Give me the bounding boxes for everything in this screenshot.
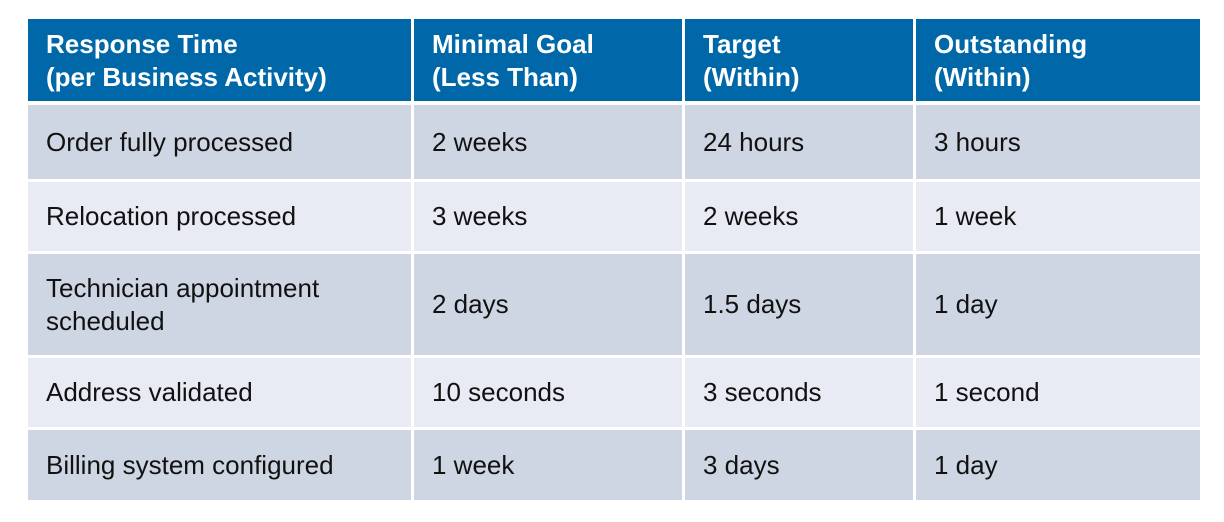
table-row: Order fully processed 2 weeks 24 hours 3… bbox=[28, 105, 1200, 182]
header-response-time: Response Time (per Business Activity) bbox=[28, 19, 414, 105]
cell-minimal-goal: 2 days bbox=[414, 254, 685, 358]
cell-minimal-goal: 10 seconds bbox=[414, 358, 685, 430]
header-target: Target (Within) bbox=[685, 19, 916, 105]
cell-outstanding: 1 day bbox=[916, 254, 1200, 358]
table-row: Billing system configured 1 week 3 days … bbox=[28, 430, 1200, 500]
cell-target: 3 days bbox=[685, 430, 916, 500]
cell-activity: Billing system configured bbox=[28, 430, 414, 500]
cell-outstanding: 3 hours bbox=[916, 105, 1200, 182]
cell-activity: Order fully processed bbox=[28, 105, 414, 182]
cell-minimal-goal: 1 week bbox=[414, 430, 685, 500]
cell-outstanding: 1 day bbox=[916, 430, 1200, 500]
cell-target: 3 seconds bbox=[685, 358, 916, 430]
table-row: Relocation processed 3 weeks 2 weeks 1 w… bbox=[28, 182, 1200, 254]
cell-target: 1.5 days bbox=[685, 254, 916, 358]
response-time-table: Response Time (per Business Activity) Mi… bbox=[28, 19, 1200, 500]
cell-target: 24 hours bbox=[685, 105, 916, 182]
cell-outstanding: 1 week bbox=[916, 182, 1200, 254]
header-outstanding: Outstanding (Within) bbox=[916, 19, 1200, 105]
cell-activity: Address validated bbox=[28, 358, 414, 430]
cell-activity: Technician appointment scheduled bbox=[28, 254, 414, 358]
table-header-row: Response Time (per Business Activity) Mi… bbox=[28, 19, 1200, 105]
table-row: Address validated 10 seconds 3 seconds 1… bbox=[28, 358, 1200, 430]
cell-outstanding: 1 second bbox=[916, 358, 1200, 430]
header-minimal-goal: Minimal Goal (Less Than) bbox=[414, 19, 685, 105]
table-row: Technician appointment scheduled 2 days … bbox=[28, 254, 1200, 358]
cell-minimal-goal: 3 weeks bbox=[414, 182, 685, 254]
response-time-table-container: Response Time (per Business Activity) Mi… bbox=[28, 19, 1200, 500]
cell-activity: Relocation processed bbox=[28, 182, 414, 254]
cell-minimal-goal: 2 weeks bbox=[414, 105, 685, 182]
cell-target: 2 weeks bbox=[685, 182, 916, 254]
